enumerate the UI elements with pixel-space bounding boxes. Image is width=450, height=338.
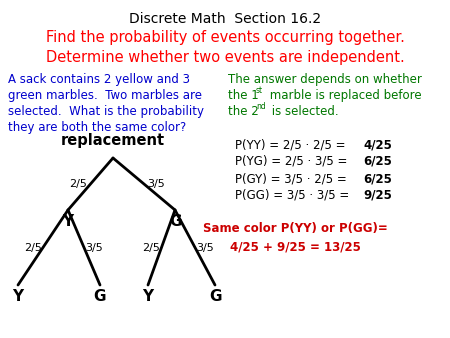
Text: 3/5: 3/5 [147,179,165,189]
Text: Y: Y [143,289,153,304]
Text: P(YG) = 2/5 · 3/5 =: P(YG) = 2/5 · 3/5 = [235,155,351,168]
Text: they are both the same color?: they are both the same color? [8,121,186,134]
Text: 4/25 + 9/25 = 13/25: 4/25 + 9/25 = 13/25 [230,240,360,253]
Text: st: st [256,86,263,95]
Text: Discrete Math  Section 16.2: Discrete Math Section 16.2 [129,12,321,26]
Text: the 1: the 1 [228,89,259,102]
Text: 2/5: 2/5 [24,242,42,252]
Text: 3/5: 3/5 [196,242,214,252]
Text: marble is replaced before: marble is replaced before [266,89,422,102]
Text: 2/5: 2/5 [143,242,161,252]
Text: is selected.: is selected. [268,105,338,118]
Text: A sack contains 2 yellow and 3: A sack contains 2 yellow and 3 [8,73,190,86]
Text: 6/25: 6/25 [363,155,392,168]
Text: selected.  What is the probability: selected. What is the probability [8,105,204,118]
Text: 2/5: 2/5 [70,179,87,189]
Text: G: G [209,289,221,304]
Text: 4/25: 4/25 [363,138,392,151]
Text: Determine whether two events are independent.: Determine whether two events are indepen… [45,50,405,65]
Text: G: G [169,214,181,229]
Text: Y: Y [63,214,73,229]
Text: green marbles.  Two marbles are: green marbles. Two marbles are [8,89,202,102]
Text: P(YY) = 2/5 · 2/5 =: P(YY) = 2/5 · 2/5 = [235,138,349,151]
Text: Find the probability of events occurring together.: Find the probability of events occurring… [45,30,405,45]
Text: replacement: replacement [61,133,165,148]
Text: 3/5: 3/5 [85,242,103,252]
Text: P(GG) = 3/5 · 3/5 =: P(GG) = 3/5 · 3/5 = [235,189,353,202]
Text: the 2: the 2 [228,105,259,118]
Text: 9/25: 9/25 [363,189,392,202]
Text: Same color P(YY) or P(GG)=: Same color P(YY) or P(GG)= [202,222,387,235]
Text: G: G [94,289,106,304]
Text: P(GY) = 3/5 · 2/5 =: P(GY) = 3/5 · 2/5 = [235,172,351,185]
Text: 6/25: 6/25 [363,172,392,185]
Text: Y: Y [13,289,23,304]
Text: The answer depends on whether: The answer depends on whether [228,73,422,86]
Text: nd: nd [256,102,266,111]
